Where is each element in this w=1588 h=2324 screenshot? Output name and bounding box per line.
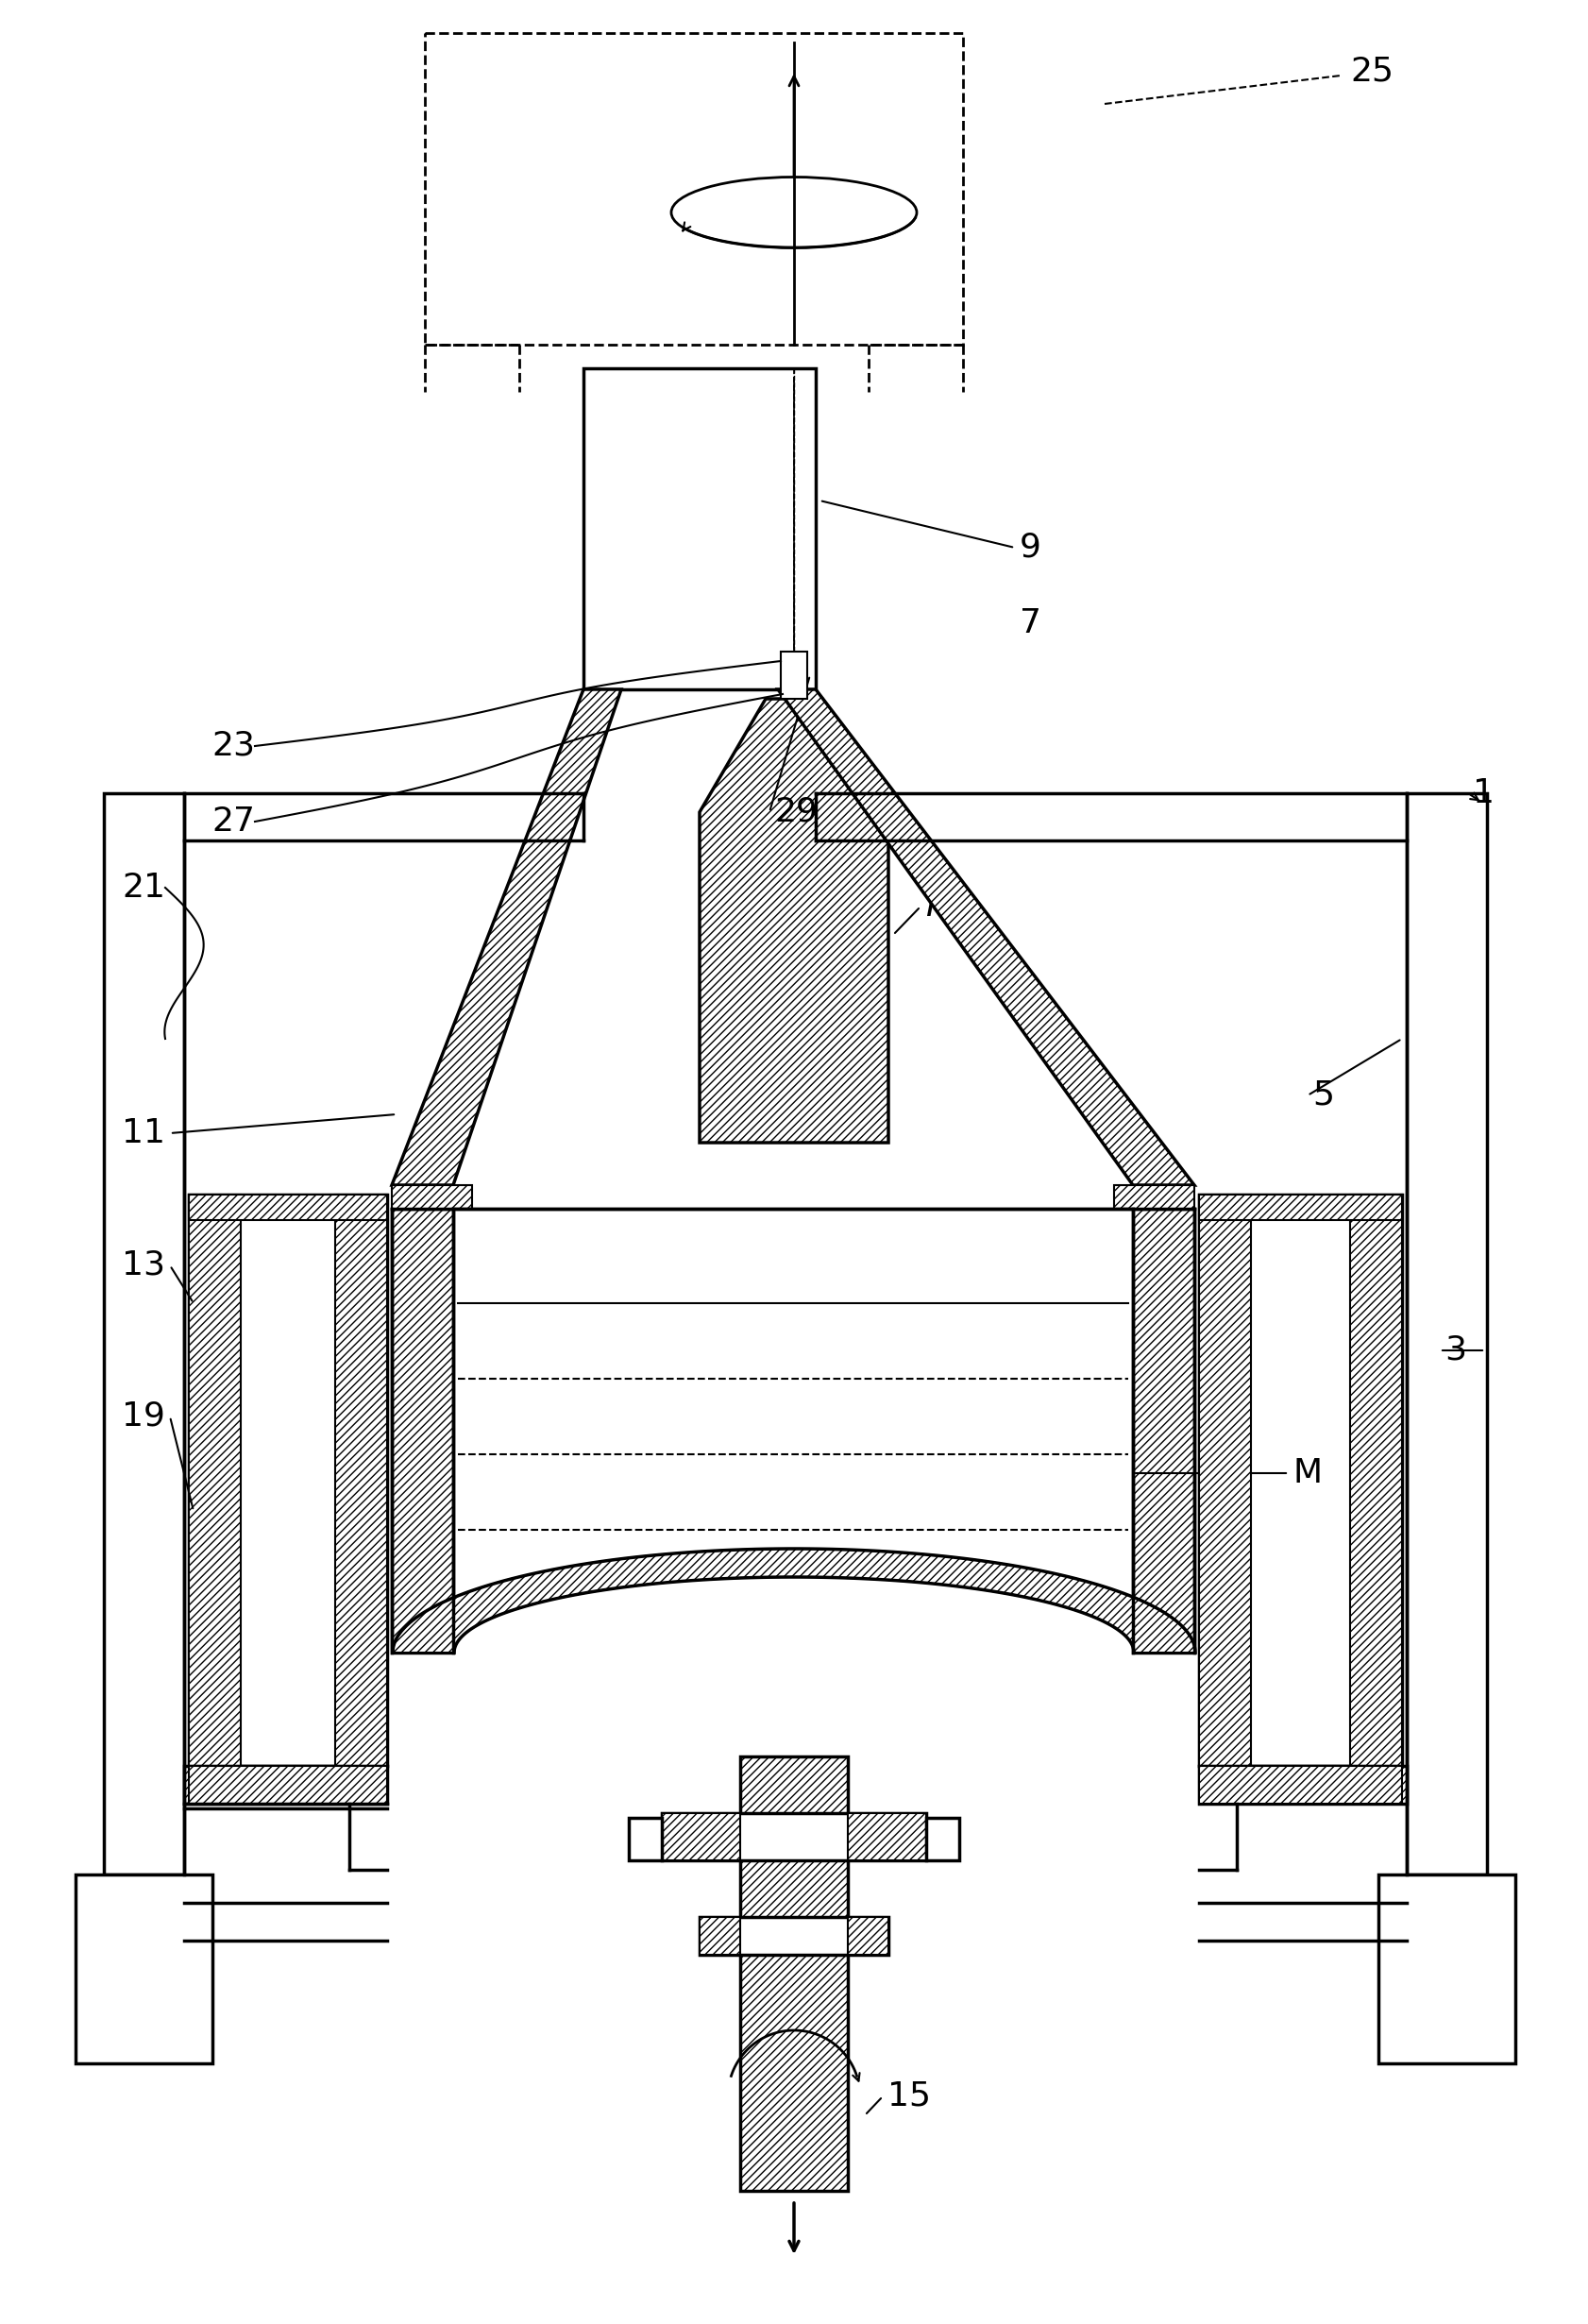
Polygon shape xyxy=(848,1813,926,1859)
Bar xyxy=(189,1195,387,1766)
Polygon shape xyxy=(184,1766,387,1803)
Polygon shape xyxy=(662,1813,740,1859)
Polygon shape xyxy=(335,1195,387,1766)
Text: 5: 5 xyxy=(1312,1078,1334,1111)
Polygon shape xyxy=(392,690,621,1185)
Polygon shape xyxy=(848,1917,888,1954)
Text: 9: 9 xyxy=(1019,532,1042,565)
Bar xyxy=(926,1817,959,1859)
Polygon shape xyxy=(740,1757,848,2192)
Polygon shape xyxy=(1199,1766,1407,1803)
Polygon shape xyxy=(700,700,888,1143)
Polygon shape xyxy=(392,1208,453,1652)
Text: 23: 23 xyxy=(211,730,256,762)
Text: 29: 29 xyxy=(775,797,818,827)
Polygon shape xyxy=(1199,1766,1402,1803)
Text: M: M xyxy=(1294,1457,1323,1490)
Bar xyxy=(103,792,184,1875)
Polygon shape xyxy=(189,1195,387,1220)
Bar xyxy=(1407,792,1486,1875)
Text: 19: 19 xyxy=(122,1401,165,1432)
Bar xyxy=(662,1813,926,1859)
Bar xyxy=(76,1875,213,2064)
Polygon shape xyxy=(1132,1208,1194,1652)
Text: 25: 25 xyxy=(1350,56,1394,86)
Text: 21: 21 xyxy=(122,872,165,904)
Polygon shape xyxy=(1199,1195,1251,1766)
Bar xyxy=(426,33,962,344)
Text: 13: 13 xyxy=(122,1250,165,1281)
Polygon shape xyxy=(1199,1195,1402,1220)
Text: 7: 7 xyxy=(1019,607,1042,639)
Bar xyxy=(1199,1195,1402,1766)
Polygon shape xyxy=(392,1185,472,1208)
Text: 15: 15 xyxy=(888,2080,931,2113)
Text: 3: 3 xyxy=(1445,1334,1466,1367)
Polygon shape xyxy=(1115,1185,1194,1208)
Bar xyxy=(1378,1875,1515,2064)
Text: 27: 27 xyxy=(211,806,256,837)
Bar xyxy=(700,1917,888,1954)
Text: 11: 11 xyxy=(122,1118,165,1150)
Polygon shape xyxy=(700,1917,740,1954)
Polygon shape xyxy=(392,1548,1196,1652)
Text: 1: 1 xyxy=(1472,776,1494,809)
Bar xyxy=(629,1817,662,1859)
Bar xyxy=(583,367,816,690)
Ellipse shape xyxy=(672,177,916,249)
Bar xyxy=(781,651,807,700)
Polygon shape xyxy=(1350,1195,1402,1766)
Polygon shape xyxy=(189,1195,241,1766)
Polygon shape xyxy=(189,1766,387,1803)
Text: I: I xyxy=(926,890,935,923)
Polygon shape xyxy=(778,690,1194,1185)
